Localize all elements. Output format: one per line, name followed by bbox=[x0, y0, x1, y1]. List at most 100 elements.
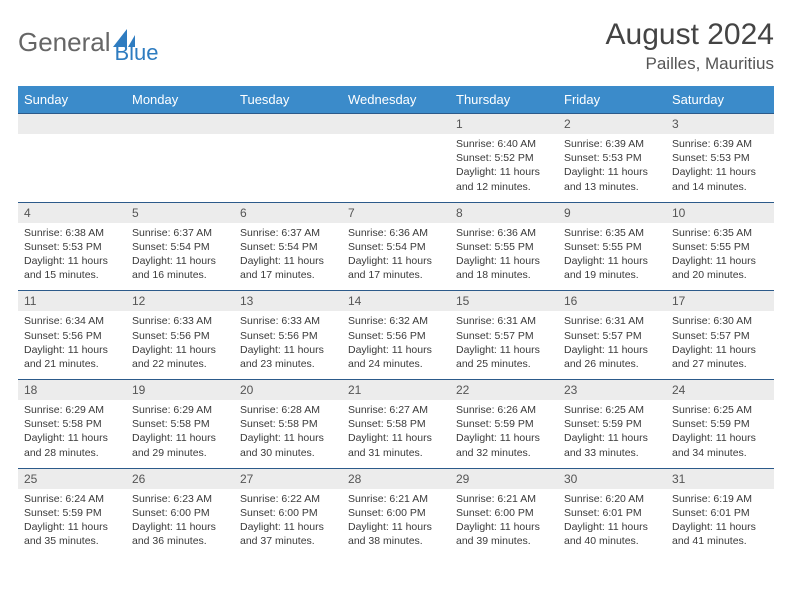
sunrise-text: Sunrise: 6:24 AM bbox=[24, 493, 104, 505]
day-number-cell: 27 bbox=[234, 468, 342, 489]
sunset-text: Sunset: 6:01 PM bbox=[564, 507, 642, 519]
daylight-text: Daylight: 11 hours and 35 minutes. bbox=[24, 521, 108, 547]
daylight-text: Daylight: 11 hours and 12 minutes. bbox=[456, 166, 540, 192]
sunset-text: Sunset: 6:00 PM bbox=[348, 507, 426, 519]
day-data-cell: Sunrise: 6:21 AMSunset: 6:00 PMDaylight:… bbox=[450, 489, 558, 557]
daylight-text: Daylight: 11 hours and 23 minutes. bbox=[240, 344, 324, 370]
month-title: August 2024 bbox=[606, 18, 774, 52]
day-number-cell: 4 bbox=[18, 202, 126, 223]
day-data-cell: Sunrise: 6:28 AMSunset: 5:58 PMDaylight:… bbox=[234, 400, 342, 468]
daylight-text: Daylight: 11 hours and 32 minutes. bbox=[456, 432, 540, 458]
daylight-text: Daylight: 11 hours and 17 minutes. bbox=[240, 255, 324, 281]
sunset-text: Sunset: 5:57 PM bbox=[564, 330, 642, 342]
week-3-data-row: Sunrise: 6:29 AM Sunset: 5:58 PM Daylight:… bbox=[18, 400, 774, 468]
sunrise-text: Sunrise: 6:23 AM bbox=[132, 493, 212, 505]
daylight-text: Daylight: 11 hours and 31 minutes. bbox=[348, 432, 432, 458]
sunrise-text: Sunrise: 6:37 AM bbox=[132, 227, 212, 239]
week-4-num-row: 25262728293031 bbox=[18, 468, 774, 489]
week-2-data-row: Sunrise: 6:34 AM Sunset: 5:56 PM Daylight:… bbox=[18, 311, 774, 379]
day-data-cell: Sunrise: 6:21 AM Sunset: 6:00 PM Daylight:… bbox=[342, 489, 450, 557]
daylight-text: Daylight: 11 hours and 13 minutes. bbox=[564, 166, 648, 192]
sunset-text: Sunset: 5:53 PM bbox=[672, 152, 750, 164]
daylight-text: Daylight: 11 hours and 20 minutes. bbox=[672, 255, 756, 281]
day-data-cell: Sunrise: 6:25 AMSunset: 5:59 PMDaylight:… bbox=[558, 400, 666, 468]
daylight-text: Daylight: 11 hours and 18 minutes. bbox=[456, 255, 540, 281]
calendar: SundayMondayTuesdayWednesdayThursdayFrid… bbox=[18, 86, 774, 556]
sunset-text: Sunset: 5:53 PM bbox=[24, 241, 102, 253]
sunset-text: Sunset: 5:59 PM bbox=[456, 418, 534, 430]
sunrise-text: Sunrise: 6:39 AM bbox=[672, 138, 752, 150]
day-data-cell: Sunrise: 6:26 AMSunset: 5:59 PMDaylight:… bbox=[450, 400, 558, 468]
day-data-cell: Sunrise: 6:33 AMSunset: 5:56 PMDaylight:… bbox=[234, 311, 342, 379]
daylight-text: Daylight: 11 hours and 38 minutes. bbox=[348, 521, 432, 547]
week-2-num-row: 11121314151617 bbox=[18, 291, 774, 312]
day-number-cell: 28 bbox=[342, 468, 450, 489]
sunset-text: Sunset: 5:58 PM bbox=[348, 418, 426, 430]
sunrise-text: Sunrise: 6:36 AM bbox=[348, 227, 428, 239]
day-header-tuesday: Tuesday bbox=[234, 86, 342, 114]
day-number-cell: 24 bbox=[666, 380, 774, 401]
day-data-cell: Sunrise: 6:25 AMSunset: 5:59 PMDaylight:… bbox=[666, 400, 774, 468]
daylight-text: Daylight: 11 hours and 30 minutes. bbox=[240, 432, 324, 458]
sunrise-text: Sunrise: 6:21 AM bbox=[456, 493, 536, 505]
day-data-cell: Sunrise: 6:35 AMSunset: 5:55 PMDaylight:… bbox=[666, 223, 774, 291]
sunrise-text: Sunrise: 6:28 AM bbox=[240, 404, 320, 416]
day-number-cell: 30 bbox=[558, 468, 666, 489]
sunrise-text: Sunrise: 6:21 AM bbox=[348, 493, 428, 505]
sunrise-text: Sunrise: 6:37 AM bbox=[240, 227, 320, 239]
sunset-text: Sunset: 5:55 PM bbox=[456, 241, 534, 253]
day-number-cell: 2 bbox=[558, 114, 666, 135]
day-number-cell: 13 bbox=[234, 291, 342, 312]
week-4-data-row: Sunrise: 6:24 AM Sunset: 5:59 PM Daylight:… bbox=[18, 489, 774, 557]
day-number-cell: 23 bbox=[558, 380, 666, 401]
day-number-cell: 16 bbox=[558, 291, 666, 312]
header: General Blue August 2024 Pailles, Maurit… bbox=[18, 18, 774, 74]
day-data-cell: Sunrise: 6:29 AMSunset: 5:58 PMDaylight:… bbox=[18, 400, 126, 468]
sunrise-text: Sunrise: 6:20 AM bbox=[564, 493, 644, 505]
day-number-cell: 26 bbox=[126, 468, 234, 489]
day-data-cell: Sunrise: 6:24 AM Sunset: 5:59 PM Daylight:… bbox=[18, 489, 126, 557]
sunrise-text: Sunrise: 6:38 AM bbox=[24, 227, 104, 239]
sunrise-text: Sunrise: 6:19 AM bbox=[672, 493, 752, 505]
daylight-text: Daylight: 11 hours and 15 minutes. bbox=[24, 255, 108, 281]
daylight-text: Daylight: 11 hours and 33 minutes. bbox=[564, 432, 648, 458]
day-header-row: SundayMondayTuesdayWednesdayThursdayFrid… bbox=[18, 86, 774, 114]
sunrise-text: Sunrise: 6:36 AM bbox=[456, 227, 536, 239]
daylight-text: Daylight: 11 hours and 21 minutes. bbox=[24, 344, 108, 370]
title-block: August 2024 Pailles, Mauritius bbox=[606, 18, 774, 74]
daylight-text: Daylight: 11 hours and 28 minutes. bbox=[24, 432, 108, 458]
daylight-text: Daylight: 11 hours and 14 minutes. bbox=[672, 166, 756, 192]
week-3-num-row: 18192021222324 bbox=[18, 380, 774, 401]
day-header-wednesday: Wednesday bbox=[342, 86, 450, 114]
day-data-cell: Sunrise: 6:36 AMSunset: 5:54 PMDaylight:… bbox=[342, 223, 450, 291]
day-number-cell bbox=[234, 114, 342, 135]
day-data-cell: Sunrise: 6:33 AMSunset: 5:56 PMDaylight:… bbox=[126, 311, 234, 379]
day-data-cell: Sunrise: 6:38 AM Sunset: 5:53 PM Daylight:… bbox=[18, 223, 126, 291]
day-data-cell: Sunrise: 6:39 AMSunset: 5:53 PMDaylight:… bbox=[558, 134, 666, 202]
logo-text-general: General bbox=[18, 27, 111, 58]
sunrise-text: Sunrise: 6:25 AM bbox=[564, 404, 644, 416]
day-data-cell: Sunrise: 6:29 AMSunset: 5:58 PMDaylight:… bbox=[126, 400, 234, 468]
day-data-cell: Sunrise: 6:37 AMSunset: 5:54 PMDaylight:… bbox=[126, 223, 234, 291]
sunrise-text: Sunrise: 6:25 AM bbox=[672, 404, 752, 416]
sunset-text: Sunset: 6:00 PM bbox=[132, 507, 210, 519]
logo: General Blue bbox=[18, 18, 159, 66]
day-number-cell: 31 bbox=[666, 468, 774, 489]
day-number-cell: 21 bbox=[342, 380, 450, 401]
day-number-cell: 10 bbox=[666, 202, 774, 223]
day-data-cell: Sunrise: 6:27 AMSunset: 5:58 PMDaylight:… bbox=[342, 400, 450, 468]
daylight-text: Daylight: 11 hours and 22 minutes. bbox=[132, 344, 216, 370]
sunrise-text: Sunrise: 6:39 AM bbox=[564, 138, 644, 150]
sunrise-text: Sunrise: 6:29 AM bbox=[24, 404, 104, 416]
day-number-cell: 19 bbox=[126, 380, 234, 401]
sunrise-text: Sunrise: 6:34 AM bbox=[24, 315, 104, 327]
day-data-cell: Sunrise: 6:36 AM Sunset: 5:55 PM Daylight:… bbox=[450, 223, 558, 291]
sunset-text: Sunset: 5:56 PM bbox=[132, 330, 210, 342]
sunset-text: Sunset: 5:57 PM bbox=[456, 330, 534, 342]
sunset-text: Sunset: 5:59 PM bbox=[24, 507, 102, 519]
day-data-cell bbox=[234, 134, 342, 202]
day-number-cell: 11 bbox=[18, 291, 126, 312]
daylight-text: Daylight: 11 hours and 39 minutes. bbox=[456, 521, 540, 547]
daylight-text: Daylight: 11 hours and 40 minutes. bbox=[564, 521, 648, 547]
daylight-text: Daylight: 11 hours and 24 minutes. bbox=[348, 344, 432, 370]
